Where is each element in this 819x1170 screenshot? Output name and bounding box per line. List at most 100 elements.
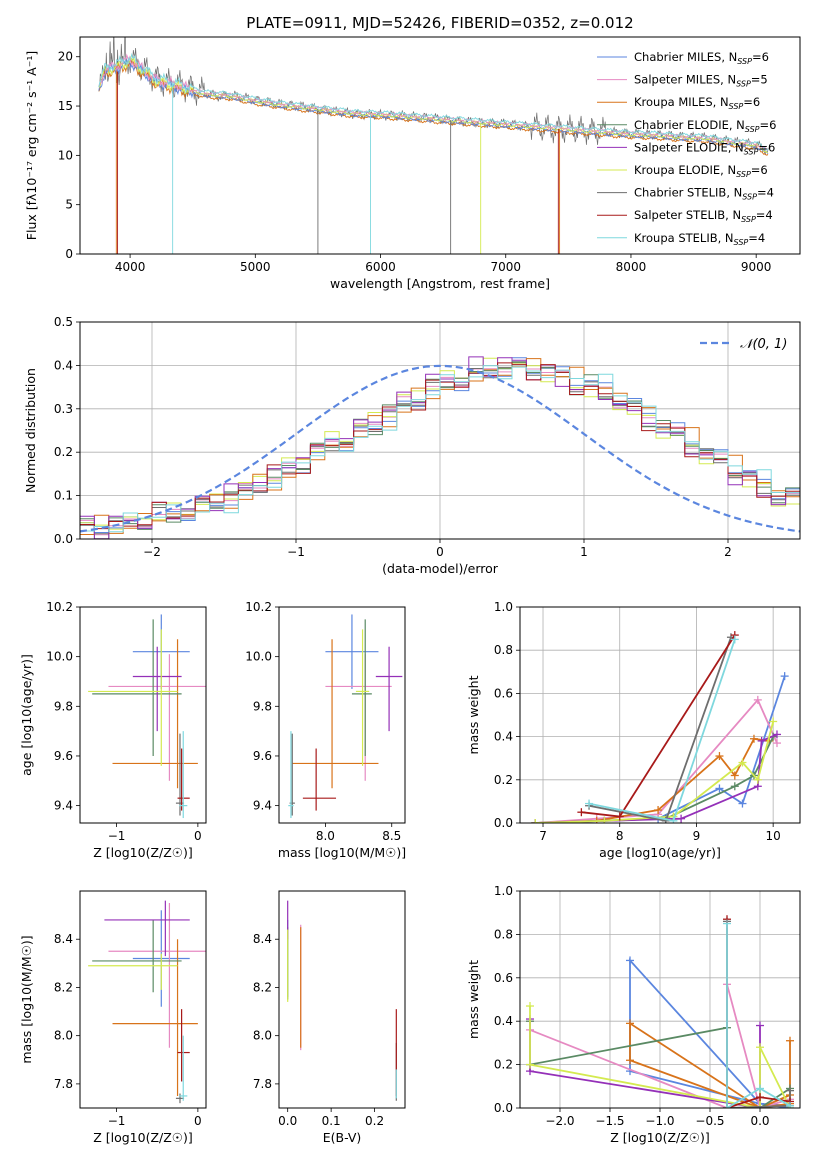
x-axis-label: E(B-V)	[323, 1130, 362, 1145]
x-tick-label: 9000	[741, 260, 772, 274]
y-tick-label: 0.0	[54, 532, 73, 546]
y-tick-label: 0.8	[494, 643, 513, 657]
y-tick-label: 0.2	[494, 1058, 513, 1072]
y-tick-label: 0	[65, 247, 73, 261]
y-tick-label: 8.0	[54, 1029, 73, 1043]
x-tick-label: 5000	[240, 260, 271, 274]
x-tick-label: 0.2	[365, 1114, 384, 1128]
histogram-legend: 𝒩(0, 1)	[700, 337, 787, 352]
legend-subscript: SSP	[745, 125, 760, 134]
x-tick-label: 8	[616, 829, 624, 843]
weight-line	[726, 919, 791, 1108]
x-tick-label: 0	[194, 829, 202, 843]
x-tick-label: 0	[194, 1114, 202, 1128]
x-tick-label: −1	[108, 1114, 126, 1128]
x-axis-label: age [log10(age/yr)]	[599, 845, 721, 860]
weight-line	[581, 634, 736, 818]
y-tick-label: 0.8	[494, 927, 513, 941]
x-axis-label: mass [log10(M/M☉)]	[278, 845, 406, 860]
weight-line	[535, 698, 778, 823]
x-tick-label: 9	[693, 829, 701, 843]
y-axis-label: mass [log10(M/M☉)]	[19, 935, 34, 1063]
legend-entry: Salpeter ELODIE, NSSP=6	[634, 140, 775, 156]
y-tick-label: 8.2	[253, 980, 272, 994]
x-tick-label: 8.5	[382, 829, 401, 843]
histogram-step	[80, 365, 800, 533]
legend-value: =4	[756, 208, 773, 222]
mass-vs-EBV-points	[287, 900, 397, 1101]
weight-line	[588, 639, 736, 822]
y-tick-label: 0.6	[494, 686, 513, 700]
x-tick-label: −2.0	[545, 1114, 574, 1128]
legend-entry: Chabrier MILES, NSSP=6	[634, 50, 769, 66]
legend-entry-normal: 𝒩(0, 1)	[740, 337, 787, 352]
y-tick-label: 0.0	[494, 1101, 513, 1115]
y-tick-label: 8.0	[253, 1029, 272, 1043]
y-tick-label: 7.8	[54, 1077, 73, 1091]
age-vs-Z-points	[88, 614, 206, 819]
normal-curve	[80, 364, 800, 533]
spectrum-lines	[98, 37, 769, 254]
legend-entry: Kroupa STELIB, NSSP=4	[634, 231, 765, 247]
legend-value: =6	[752, 50, 769, 64]
y-tick-label: 10.0	[46, 650, 73, 664]
panels-group: 4000 5000 6000 7000 8000 900005101520waveleng…	[19, 36, 801, 1145]
legend-subscript: SSP	[737, 57, 752, 66]
legend-value: =6	[758, 140, 775, 154]
legend-value: =6	[751, 163, 768, 177]
x-tick-label: 2	[724, 545, 732, 559]
mass-vs-Z-points	[88, 900, 206, 1104]
y-tick-label: 0.2	[54, 445, 73, 459]
x-tick-label: 1	[580, 545, 588, 559]
y-tick-label: 7.8	[253, 1077, 272, 1091]
mass-vs-Z-axes: −1 0 7.8 8.0 8.2 8.4 Z [log10(Z/Z☉)] mass [log1…	[19, 932, 202, 1145]
legend-entry: Salpeter STELIB, NSSP=4	[634, 208, 773, 224]
y-tick-label: 15	[58, 99, 73, 113]
legend-subscript: SSP	[744, 147, 759, 156]
spectrum-axes: 4000 5000 6000 7000 8000 9000 0 5 10 15 20 waveleng…	[24, 50, 771, 291]
y-tick-label: 0.5	[54, 315, 73, 329]
legend-subscript: SSP	[736, 80, 751, 89]
legend-value: =4	[757, 186, 774, 200]
legend-entry: Chabrier STELIB, NSSP=4	[634, 186, 774, 202]
x-axis-label: (data-model)/error	[382, 561, 499, 576]
weight-vs-Z-frame	[519, 890, 801, 1109]
y-tick-label: 0.4	[494, 1014, 513, 1028]
x-axis-label: wavelength [Angstrom, rest frame]	[330, 276, 550, 291]
y-axis-label: Flux [fλ10⁻¹⁷ erg cm⁻² s⁻¹ A⁻¹]	[24, 51, 39, 240]
spectrum-frame	[79, 36, 801, 255]
weight-vs-Z-lines	[526, 915, 794, 1108]
x-tick-label: 0.0	[750, 1114, 769, 1128]
age-vs-Z-frame	[79, 606, 207, 824]
y-tick-label: 0.1	[54, 489, 73, 503]
legend-subscript: SSP	[734, 238, 749, 247]
y-tick-label: 10.2	[46, 600, 73, 614]
x-tick-label: 7	[539, 829, 547, 843]
spectrum-legend: Chabrier MILES, NSSP=6 Salpeter MILES, NS…	[597, 50, 776, 247]
y-tick-label: 0.3	[54, 402, 73, 416]
y-tick-label: 8.4	[54, 932, 73, 946]
mass-vs-EBV-axes: 0.0 0.1 0.2 7.8 8.0 8.2 8.4 E(B-V)	[253, 932, 384, 1145]
y-tick-label: 5	[65, 198, 73, 212]
y-axis-label: mass weight	[466, 675, 481, 754]
y-tick-label: 0.4	[54, 358, 73, 372]
weight-line	[535, 675, 786, 823]
y-tick-label: 9.4	[54, 799, 73, 813]
legend-value: =5	[751, 73, 768, 87]
y-tick-label: 8.2	[54, 980, 73, 994]
x-tick-label: 8.0	[316, 829, 335, 843]
y-tick-label: 9.6	[253, 749, 272, 763]
x-tick-label: 0	[436, 545, 444, 559]
x-tick-label: 6000	[365, 260, 396, 274]
y-axis-label: mass weight	[466, 960, 481, 1039]
x-axis-label: Z [log10(Z/Z☉)]	[93, 1130, 193, 1145]
y-tick-label: 9.6	[54, 749, 73, 763]
y-tick-label: 9.4	[253, 799, 272, 813]
x-tick-label: −1	[108, 829, 126, 843]
age-vs-mass-axes: 8.0 8.5 9.4 9.6 9.8 10.0 10.2 mass [log10(M/M☉)…	[245, 600, 406, 860]
x-tick-label: −1.5	[595, 1114, 624, 1128]
y-tick-label: 0.2	[494, 773, 513, 787]
x-tick-label: −2	[143, 545, 161, 559]
histogram-axes: −2 −1 0 1 2 0.0 0.1 0.2 0.3 0.4 0.5 (data-model)/er…	[23, 315, 800, 576]
